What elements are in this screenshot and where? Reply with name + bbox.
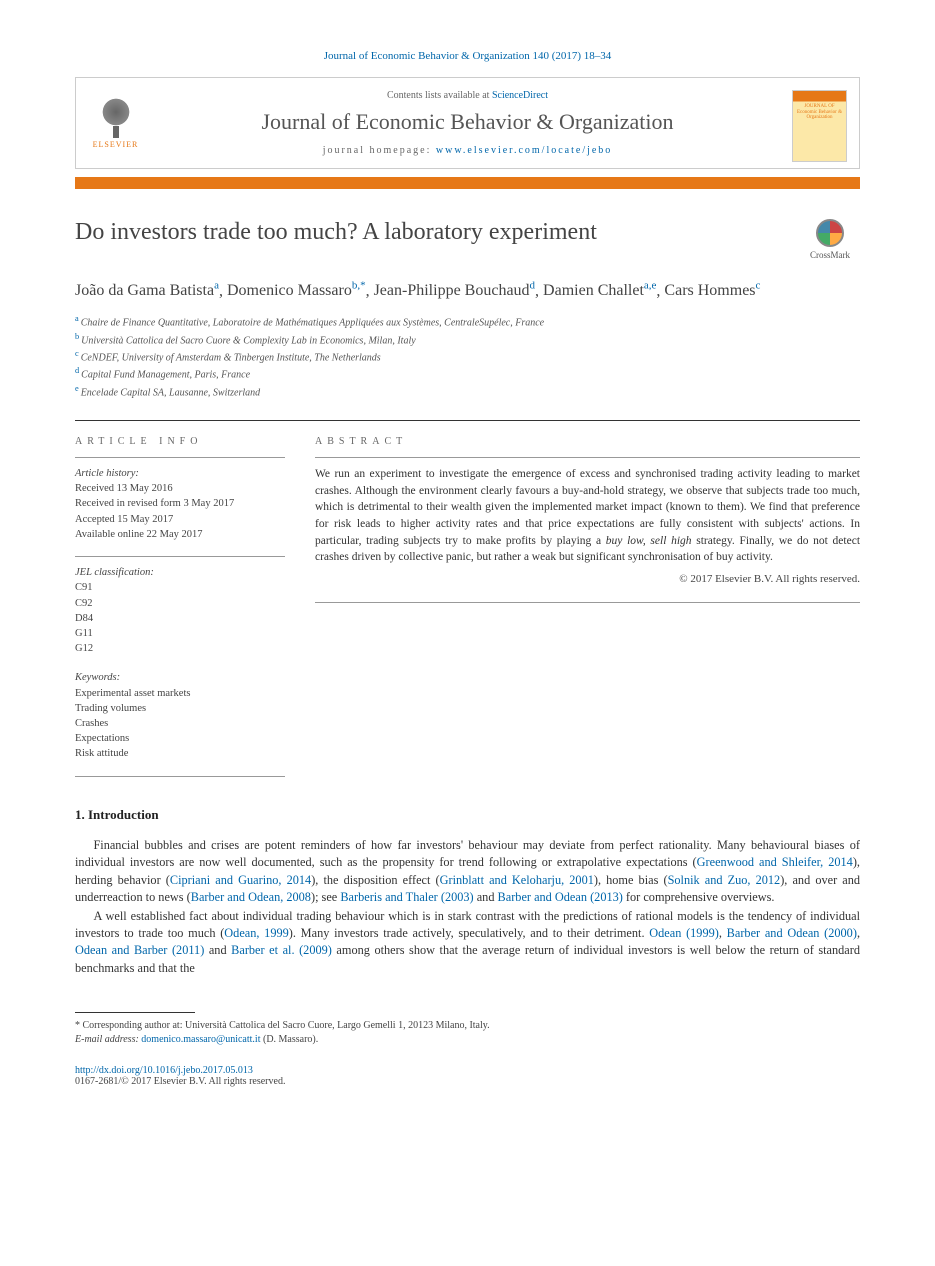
rights-line: 0167-2681/© 2017 Elsevier B.V. All right… [75, 1076, 860, 1087]
author: Domenico Massarob,* [227, 282, 366, 299]
cite-link[interactable]: Odean (1999) [649, 926, 719, 940]
journal-name: Journal of Economic Behavior & Organizat… [151, 109, 784, 135]
jel-codes: C91 C92 D84 G11 G12 [75, 582, 93, 654]
jel-code: G11 [75, 628, 93, 639]
jel-code: C92 [75, 598, 93, 609]
page-container: Journal of Economic Behavior & Organizat… [0, 0, 935, 1127]
article-info-label: article info [75, 436, 285, 447]
jel-code: G12 [75, 643, 93, 654]
received-date: Received 13 May 2016 [75, 483, 173, 494]
footnote-separator [75, 1012, 195, 1013]
cite-link[interactable]: Odean, 1999 [224, 926, 288, 940]
cite-link[interactable]: Barber and Odean (2000) [727, 926, 857, 940]
affiliation: dCapital Fund Management, Paris, France [75, 365, 860, 382]
corr-email-link[interactable]: domenico.massaro@unicatt.it [141, 1034, 260, 1045]
corr-text: * Corresponding author at: Università Ca… [75, 1020, 490, 1031]
info-abstract-row: article info Article history: Received 1… [75, 420, 860, 777]
affiliation: aChaire de Finance Quantitative, Laborat… [75, 313, 860, 330]
journal-header: ELSEVIER Contents lists available at Sci… [75, 77, 860, 169]
cite-link[interactable]: Barber and Odean, 2008 [191, 890, 311, 904]
cite-link[interactable]: Greenwood and Shleifer, 2014 [697, 855, 853, 869]
authors-line: João da Gama Batistaa, Domenico Massarob… [75, 278, 860, 303]
affiliations: aChaire de Finance Quantitative, Laborat… [75, 313, 860, 400]
keyword: Crashes [75, 718, 108, 729]
body-text: Financial bubbles and crises are potent … [75, 837, 860, 978]
cover-title: JOURNAL OF Economic Behavior & Organizat… [795, 104, 844, 121]
jel-block: JEL classification: C91 C92 D84 G11 G12 [75, 556, 285, 656]
intro-p1: Financial bubbles and crises are potent … [75, 837, 860, 907]
cite-link[interactable]: Odean and Barber (2011) [75, 943, 204, 957]
abstract-bottom-rule [315, 602, 860, 603]
crossmark-badge[interactable]: ● CrossMark [800, 219, 860, 260]
doi-link[interactable]: http://dx.doi.org/10.1016/j.jebo.2017.05… [75, 1065, 860, 1076]
info-bottom-rule [75, 776, 285, 777]
author: Damien Challeta,e [543, 282, 656, 299]
cite-link[interactable]: Barber et al. (2009) [231, 943, 332, 957]
title-row: Do investors trade too much? A laborator… [75, 219, 860, 260]
keyword: Experimental asset markets [75, 688, 190, 699]
keywords-block: Keywords: Experimental asset markets Trad… [75, 670, 285, 761]
abstract-text: We run an experiment to investigate the … [315, 466, 860, 566]
journal-cover-thumb: JOURNAL OF Economic Behavior & Organizat… [792, 90, 847, 162]
crossmark-label: CrossMark [810, 250, 850, 260]
email-suffix: (D. Massaro). [260, 1034, 318, 1045]
abstract-copyright: © 2017 Elsevier B.V. All rights reserved… [315, 572, 860, 588]
intro-p2: A well established fact about individual… [75, 908, 860, 978]
keyword: Trading volumes [75, 703, 146, 714]
revised-date: Received in revised form 3 May 2017 [75, 498, 234, 509]
paper-title: Do investors trade too much? A laborator… [75, 219, 800, 246]
keywords-list: Experimental asset markets Trading volume… [75, 688, 190, 760]
abstract-label: abstract [315, 436, 860, 447]
affiliation: cCeNDEF, University of Amsterdam & Tinbe… [75, 348, 860, 365]
elsevier-text: ELSEVIER [93, 140, 139, 149]
author: Cars Hommesc [664, 282, 760, 299]
homepage-link[interactable]: www.elsevier.com/locate/jebo [436, 145, 612, 156]
cite-link[interactable]: Solnik and Zuo, 2012 [668, 873, 781, 887]
accepted-date: Accepted 15 May 2017 [75, 514, 173, 525]
elsevier-logo: ELSEVIER [88, 93, 143, 153]
cite-link[interactable]: Grinblatt and Keloharju, 2001 [440, 873, 594, 887]
homepage-line: journal homepage: www.elsevier.com/locat… [151, 145, 784, 156]
homepage-prefix: journal homepage: [323, 145, 436, 156]
article-history: Article history: Received 13 May 2016 Re… [75, 457, 285, 542]
sciencedirect-link[interactable]: ScienceDirect [492, 90, 548, 101]
orange-divider [75, 177, 860, 189]
crossmark-icon: ● [816, 219, 844, 247]
contents-prefix: Contents lists available at [387, 90, 492, 101]
keyword: Risk attitude [75, 748, 128, 759]
cite-link[interactable]: Barber and Odean (2013) [498, 890, 623, 904]
jel-code: C91 [75, 582, 93, 593]
email-label: E-mail address: [75, 1034, 141, 1045]
cite-link[interactable]: Barberis and Thaler (2003) [340, 890, 473, 904]
article-info-column: article info Article history: Received 1… [75, 421, 285, 777]
jel-label: JEL classification: [75, 567, 154, 578]
affiliation: bUniversità Cattolica del Sacro Cuore & … [75, 331, 860, 348]
affiliation: eEncelade Capital SA, Lausanne, Switzerl… [75, 383, 860, 400]
history-label: Article history: [75, 468, 139, 479]
abstract-column: abstract We run an experiment to investi… [315, 421, 860, 777]
contents-line: Contents lists available at ScienceDirec… [151, 90, 784, 101]
keywords-label: Keywords: [75, 672, 120, 683]
jel-code: D84 [75, 613, 93, 624]
intro-heading: 1. Introduction [75, 807, 860, 823]
author: Jean-Philippe Bouchaudd [374, 282, 535, 299]
keyword: Expectations [75, 733, 129, 744]
header-center: Contents lists available at ScienceDirec… [151, 90, 784, 156]
top-citation: Journal of Economic Behavior & Organizat… [75, 50, 860, 62]
corresponding-footnote: * Corresponding author at: Università Ca… [75, 1019, 860, 1047]
elsevier-tree-icon [96, 98, 136, 138]
cite-link[interactable]: Cipriani and Guarino, 2014 [170, 873, 311, 887]
author: João da Gama Batistaa [75, 282, 219, 299]
online-date: Available online 22 May 2017 [75, 529, 203, 540]
